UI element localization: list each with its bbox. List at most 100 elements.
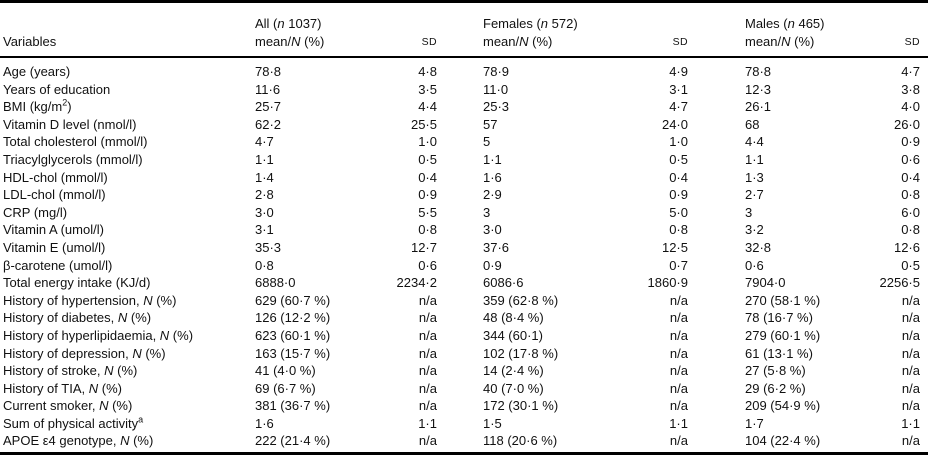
males-sd: 6·0 xyxy=(901,204,920,220)
table-header: Variables All (n 1037) mean/N (%) SD Fem… xyxy=(0,1,928,58)
variable-label: History of depression, N (%) xyxy=(3,345,166,361)
females-mean: 5 xyxy=(483,134,491,150)
all-sd: n/a xyxy=(418,363,437,379)
males-mean: 209 (54·9 %) xyxy=(745,398,821,414)
females-sd: n/a xyxy=(669,345,688,361)
all-mean: 41 (4·0 %) xyxy=(255,363,316,379)
variables-label: Variables xyxy=(3,34,57,49)
table-row: Sum of physical activitya 1·6 1·1 1·5 1·… xyxy=(0,415,928,433)
all-sd: n/a xyxy=(418,310,437,326)
column-header-all: All (n 1037) mean/N (%) xyxy=(255,1,370,58)
variable-label: History of diabetes, N (%) xyxy=(3,310,152,326)
males-sd: 0·8 xyxy=(901,187,920,203)
females-mean: 3 xyxy=(483,204,491,220)
all-sd: n/a xyxy=(418,380,437,396)
males-sd: n/a xyxy=(901,380,920,396)
males-mean: 27 (5·8 %) xyxy=(745,363,806,379)
group-subtitle-all: mean/N (%) xyxy=(255,34,325,49)
males-sd: 26·0 xyxy=(893,116,920,132)
females-sd: 4·9 xyxy=(669,64,688,79)
females-sd: 0·4 xyxy=(669,169,688,185)
males-mean: 26·1 xyxy=(745,99,772,115)
males-mean: 1·1 xyxy=(745,151,764,167)
variable-label: Current smoker, N (%) xyxy=(3,398,133,414)
females-sd: 1860·9 xyxy=(647,275,688,291)
males-sd: 4·7 xyxy=(901,64,920,79)
females-sd: 24·0 xyxy=(661,116,688,132)
table-row: History of depression, N (%) 163 (15·7 %… xyxy=(0,345,928,363)
males-sd: 4·0 xyxy=(901,99,920,115)
sd-label: SD xyxy=(672,36,688,48)
table-row: History of stroke, N (%) 41 (4·0 %) n/a … xyxy=(0,362,928,380)
sd-label: SD xyxy=(904,36,920,48)
variable-label: Total energy intake (KJ/d) xyxy=(3,275,151,291)
females-sd: n/a xyxy=(669,310,688,326)
variable-label: CRP (mg/l) xyxy=(3,204,68,220)
males-sd: 0·6 xyxy=(901,151,920,167)
males-sd: 0·5 xyxy=(901,257,920,273)
females-mean: 118 (20·6 %) xyxy=(483,433,558,449)
variable-label: History of hyperlipidaemia, N (%) xyxy=(3,327,194,343)
variable-label: Vitamin D level (nmol/l) xyxy=(3,116,137,132)
females-sd: 1·1 xyxy=(669,415,688,431)
females-sd: 0·8 xyxy=(669,222,688,238)
females-mean: 11·0 xyxy=(483,81,509,97)
variable-label: Total cholesterol (mmol/l) xyxy=(3,134,148,150)
all-sd: 0·6 xyxy=(418,257,437,273)
variable-label: LDL-chol (mmol/l) xyxy=(3,187,106,203)
variable-label: β-carotene (umol/l) xyxy=(3,257,113,273)
column-header-all-sd: SD xyxy=(370,1,437,58)
males-sd: n/a xyxy=(901,292,920,308)
variable-label: Vitamin E (umol/l) xyxy=(3,239,106,255)
males-mean: 32·8 xyxy=(745,239,772,255)
all-mean: 2·8 xyxy=(255,187,274,203)
males-mean: 1·3 xyxy=(745,169,764,185)
table-row: History of hyperlipidaemia, N (%) 623 (6… xyxy=(0,327,928,345)
all-mean: 3·1 xyxy=(255,222,274,238)
males-mean: 68 xyxy=(745,116,760,132)
females-mean: 40 (7·0 %) xyxy=(483,380,544,396)
males-mean: 78 (16·7 %) xyxy=(745,310,813,326)
males-mean: 1·7 xyxy=(745,415,764,431)
males-mean: 279 (60·1 %) xyxy=(745,327,821,343)
variable-label: BMI (kg/m2) xyxy=(3,97,72,115)
females-sd: n/a xyxy=(669,380,688,396)
all-mean: 11·6 xyxy=(255,81,281,97)
females-mean: 48 (8·4 %) xyxy=(483,310,544,326)
all-sd: 5·5 xyxy=(418,204,437,220)
females-mean: 37·6 xyxy=(483,239,510,255)
variable-label: History of stroke, N (%) xyxy=(3,363,138,379)
all-mean: 1·1 xyxy=(255,151,274,167)
males-mean: 78·8 xyxy=(745,64,772,79)
all-mean: 69 (6·7 %) xyxy=(255,380,316,396)
column-header-males-sd: SD xyxy=(838,1,928,58)
table-row: History of TIA, N (%) 69 (6·7 %) n/a 40 … xyxy=(0,380,928,398)
all-mean: 629 (60·7 %) xyxy=(255,292,331,308)
all-sd: 1·1 xyxy=(418,415,437,431)
column-header-variables: Variables xyxy=(0,1,255,58)
variable-label: APOE ε4 genotype, N (%) xyxy=(3,433,154,449)
all-sd: 25·5 xyxy=(410,116,437,132)
males-sd: n/a xyxy=(901,433,920,449)
males-sd: 12·6 xyxy=(893,239,920,255)
table-row: BMI (kg/m2) 25·7 4·4 25·3 4·7 26·1 4·0 xyxy=(0,98,928,116)
females-mean: 1·1 xyxy=(483,151,502,167)
all-sd: 0·5 xyxy=(418,151,437,167)
all-sd: 0·9 xyxy=(418,187,437,203)
table-row: CRP (mg/l) 3·0 5·5 3 5·0 3 6·0 xyxy=(0,204,928,222)
header-row: Variables All (n 1037) mean/N (%) SD Fem… xyxy=(0,1,928,58)
females-mean: 57 xyxy=(483,116,498,132)
males-mean: 104 (22·4 %) xyxy=(745,433,821,449)
females-mean: 359 (62·8 %) xyxy=(483,292,559,308)
males-sd: n/a xyxy=(901,327,920,343)
table-row: Triacylglycerols (mmol/l) 1·1 0·5 1·1 0·… xyxy=(0,151,928,169)
females-mean: 0·9 xyxy=(483,257,502,273)
table-row: Vitamin A (umol/l) 3·1 0·8 3·0 0·8 3·2 0… xyxy=(0,221,928,239)
variable-label: Triacylglycerols (mmol/l) xyxy=(3,151,143,167)
females-mean: 2·9 xyxy=(483,187,502,203)
females-mean: 1·6 xyxy=(483,169,502,185)
all-sd: 1·0 xyxy=(418,134,437,150)
all-sd: 12·7 xyxy=(410,239,437,255)
